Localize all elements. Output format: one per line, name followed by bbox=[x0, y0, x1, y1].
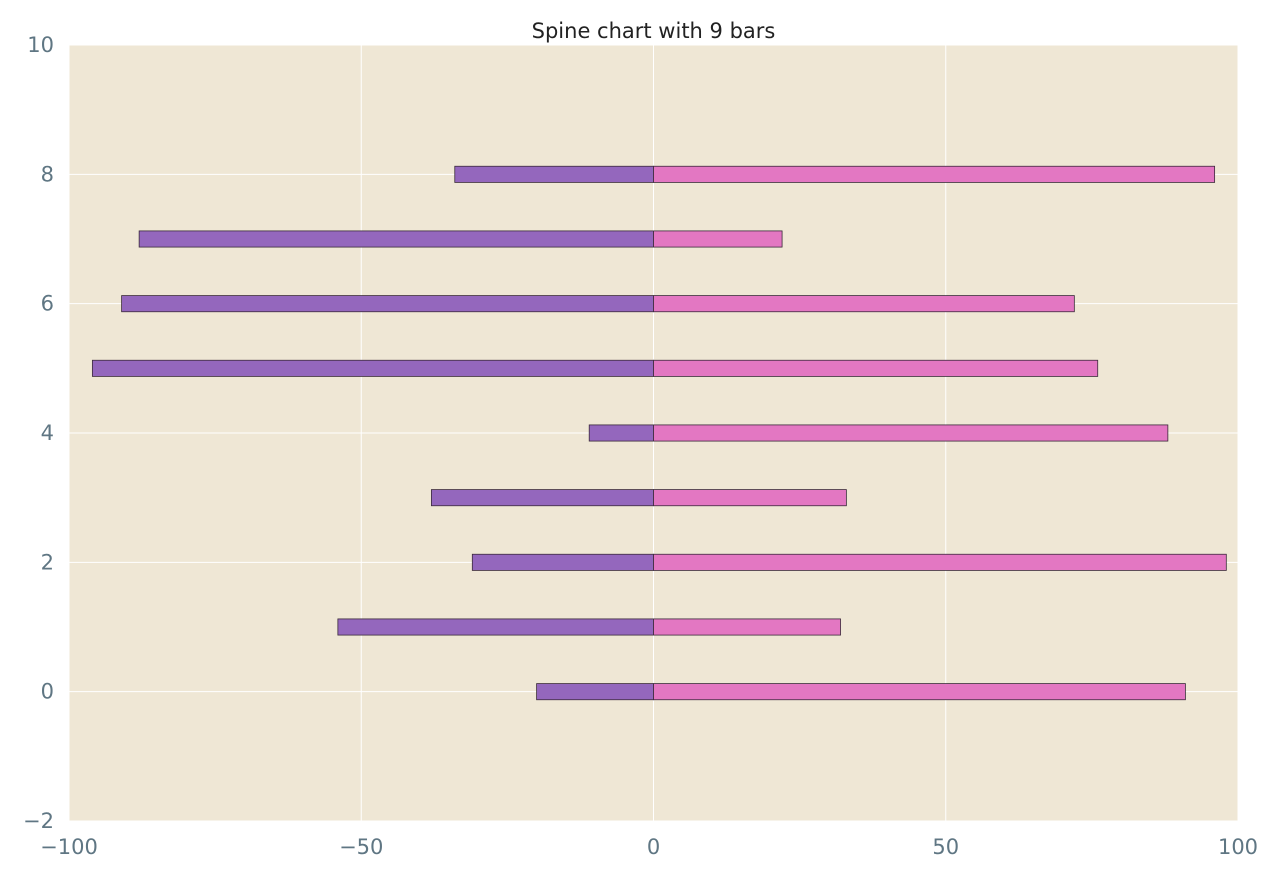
y-tick-label: −2 bbox=[23, 809, 54, 833]
x-tick-label: 0 bbox=[647, 835, 660, 859]
x-tick-label: 50 bbox=[932, 835, 959, 859]
right-bar-0 bbox=[653, 683, 1186, 701]
x-tick-label: −100 bbox=[40, 835, 98, 859]
right-bar-3 bbox=[653, 489, 847, 507]
left-bar-1 bbox=[337, 618, 654, 636]
bars bbox=[91, 165, 1227, 701]
y-tick-label: 8 bbox=[41, 162, 54, 186]
y-tick-label: 6 bbox=[41, 292, 54, 316]
right-bar-5 bbox=[653, 359, 1099, 377]
left-bar-4 bbox=[588, 424, 654, 442]
chart-title: Spine chart with 9 bars bbox=[532, 19, 776, 43]
left-bar-5 bbox=[91, 359, 654, 377]
x-tick-label: −50 bbox=[339, 835, 383, 859]
left-bar-7 bbox=[138, 230, 654, 248]
left-bar-8 bbox=[454, 165, 654, 183]
y-tick-label: 10 bbox=[27, 33, 54, 57]
right-bar-7 bbox=[653, 230, 783, 248]
x-tick-label: 100 bbox=[1218, 835, 1258, 859]
y-tick-label: 0 bbox=[41, 680, 54, 704]
right-bar-4 bbox=[653, 424, 1169, 442]
left-bar-3 bbox=[430, 489, 654, 507]
right-bar-6 bbox=[653, 295, 1075, 313]
axis-tick-labels: −100 −50 0 50 100 −2 0 2 4 6 8 10 bbox=[23, 33, 1258, 859]
right-bar-2 bbox=[653, 553, 1227, 571]
y-tick-label: 4 bbox=[41, 421, 54, 445]
left-bar-6 bbox=[121, 295, 654, 313]
y-tick-label: 2 bbox=[41, 550, 54, 574]
left-bar-0 bbox=[536, 683, 654, 701]
right-bar-8 bbox=[653, 165, 1216, 183]
right-bar-1 bbox=[653, 618, 841, 636]
left-bar-2 bbox=[471, 553, 654, 571]
